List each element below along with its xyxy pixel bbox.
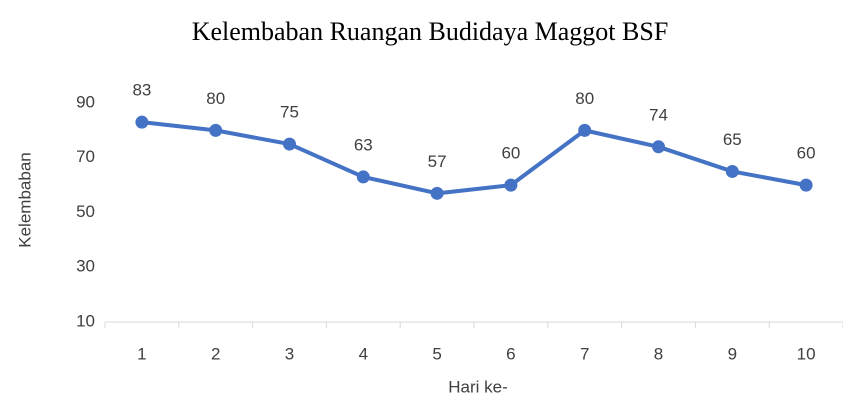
x-tick-label: 1 <box>137 344 146 363</box>
data-point <box>209 123 223 137</box>
x-tick-label: 3 <box>285 344 294 363</box>
chart-title: Kelembaban Ruangan Budidaya Maggot BSF <box>192 17 669 46</box>
data-point <box>652 140 665 154</box>
data-point <box>799 178 813 192</box>
x-tick-label: 9 <box>728 344 737 363</box>
x-tick-label: 4 <box>359 344 368 363</box>
x-tick-label: 10 <box>797 344 816 363</box>
y-tick-label: 90 <box>76 92 95 111</box>
series-line <box>141 120 807 196</box>
y-tick-label: 70 <box>76 147 95 166</box>
y-tick-label: 10 <box>76 311 95 330</box>
y-tick-label: 50 <box>76 202 95 221</box>
x-tick-label: 2 <box>211 344 220 363</box>
data-point <box>430 186 444 200</box>
x-axis-title: Hari ke- <box>448 377 508 396</box>
y-axis-title: Kelembaban <box>15 152 34 247</box>
data-point <box>725 164 739 178</box>
data-label: 60 <box>797 144 816 163</box>
data-point <box>356 170 370 184</box>
data-label: 63 <box>354 135 373 154</box>
data-point <box>135 115 149 129</box>
data-label: 83 <box>132 81 151 100</box>
data-point <box>578 123 592 137</box>
data-label: 65 <box>723 130 742 149</box>
data-point <box>283 137 296 151</box>
y-tick-label: 30 <box>76 257 95 276</box>
data-label: 57 <box>428 152 447 171</box>
x-tick-label: 7 <box>580 344 589 363</box>
data-point <box>504 178 518 192</box>
data-label: 80 <box>575 89 594 108</box>
x-tick-label: 5 <box>432 344 441 363</box>
x-tick-label: 8 <box>654 344 663 363</box>
data-label: 60 <box>501 144 520 163</box>
data-label: 75 <box>280 103 299 122</box>
data-label: 80 <box>206 89 225 108</box>
x-tick-label: 6 <box>506 344 515 363</box>
data-label: 74 <box>649 105 668 124</box>
